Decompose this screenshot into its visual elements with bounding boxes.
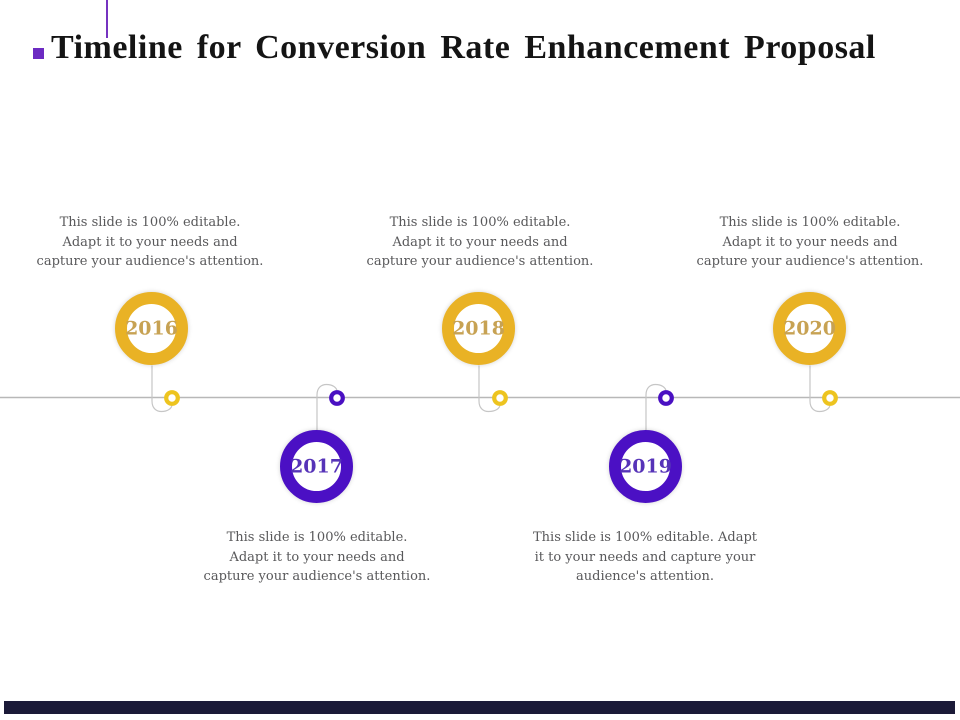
node-ring-2016: [164, 390, 180, 406]
year-label: 2016: [125, 317, 178, 340]
year-label: 2019: [619, 455, 672, 478]
milestone-description-2019: This slide is 100% editable. Adapt it to…: [523, 528, 767, 587]
milestone-circle-2019: 2019: [609, 430, 682, 503]
description-line: capture your audience's attention.: [203, 569, 431, 584]
description-line: audience's attention.: [576, 569, 714, 584]
node-ring-2018: [492, 390, 508, 406]
description-line: Adapt it to your needs and: [229, 549, 405, 565]
milestone-description-2020: This slide is 100% editable. Adapt it to…: [688, 213, 932, 272]
description-line: This slide is 100% editable.: [226, 530, 408, 545]
milestone-circle-2020: 2020: [773, 292, 846, 365]
node-ring-2020: [822, 390, 838, 406]
milestone-description-2018: This slide is 100% editable. Adapt it to…: [358, 213, 602, 272]
description-line: capture your audience's attention.: [696, 254, 924, 269]
description-line: This slide is 100% editable. Adapt: [533, 530, 757, 545]
description-line: Adapt it to your needs and: [62, 234, 238, 250]
description-line: Adapt it to your needs and: [722, 234, 898, 250]
footer-bar: [4, 701, 955, 714]
description-line: capture your audience's attention.: [36, 254, 264, 269]
description-line: This slide is 100% editable.: [389, 215, 571, 230]
year-label: 2017: [290, 455, 343, 478]
description-line: it to your needs and capture your: [534, 549, 756, 565]
node-ring-2017: [329, 390, 345, 406]
year-label: 2018: [452, 317, 505, 340]
top-accent-line: [106, 0, 108, 38]
description-line: This slide is 100% editable.: [719, 215, 901, 230]
description-line: This slide is 100% editable.: [59, 215, 241, 230]
connector-2019: [645, 383, 667, 431]
description-line: Adapt it to your needs and: [392, 234, 568, 250]
milestone-circle-2017: 2017: [280, 430, 353, 503]
milestone-description-2016: This slide is 100% editable. Adapt it to…: [28, 213, 272, 272]
milestone-description-2017: This slide is 100% editable. Adapt it to…: [195, 528, 439, 587]
milestone-circle-2018: 2018: [442, 292, 515, 365]
milestone-circle-2016: 2016: [115, 292, 188, 365]
slide-title: Timeline for Conversion Rate Enhancement…: [51, 29, 876, 66]
connector-2016: [151, 365, 173, 413]
year-label: 2020: [783, 317, 836, 340]
title-bullet-icon: [33, 48, 44, 59]
connector-2017: [316, 383, 338, 431]
connector-2020: [809, 365, 831, 413]
connector-2018: [478, 365, 501, 413]
node-ring-2019: [658, 390, 674, 406]
description-line: capture your audience's attention.: [366, 254, 594, 269]
